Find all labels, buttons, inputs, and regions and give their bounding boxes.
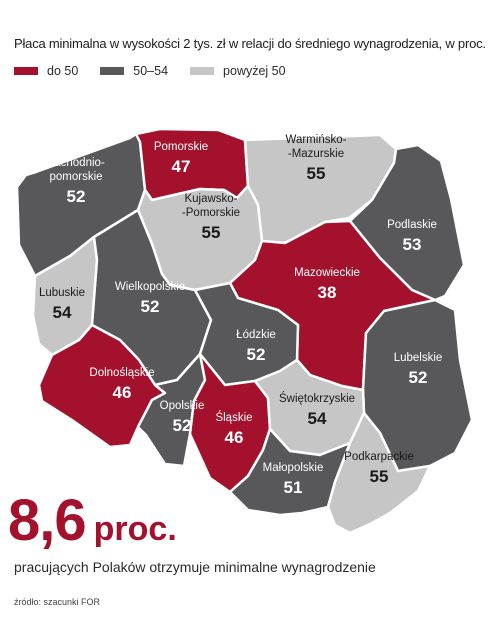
map-title: Płaca minimalna w wysokości 2 tys. zł w … bbox=[14, 36, 486, 51]
region-value-lubelskie: 52 bbox=[409, 368, 428, 387]
region-label-lubelskie: Lubelskie 52 bbox=[394, 352, 443, 387]
region-name-slaskie: Śląskie bbox=[215, 411, 252, 424]
region-name-warminsko-mazurskie: -Mazurskie bbox=[288, 148, 344, 160]
region-name-kujawsko-pomorskie: -Pomorskie bbox=[182, 207, 240, 219]
region-label-pomorskie: Pomorskie 47 bbox=[154, 141, 208, 176]
region-name-wielkopolskie: Wielkopolskie bbox=[115, 281, 185, 293]
legend-label-low: do 50 bbox=[47, 64, 79, 78]
region-value-malopolskie: 51 bbox=[284, 478, 303, 497]
legend-swatch-mid bbox=[100, 67, 125, 75]
region-name-kujawsko-pomorskie: Kujawsko- bbox=[184, 193, 237, 205]
region-name-malopolskie: Małopolskie bbox=[263, 462, 324, 474]
region-pomorskie bbox=[134, 127, 250, 202]
headline-number: 8,6 bbox=[8, 488, 87, 553]
legend-swatch-high bbox=[190, 67, 215, 75]
region-name-swietokrzyskie: Świętokrzyskie bbox=[279, 392, 355, 405]
region-name-pomorskie: Pomorskie bbox=[154, 141, 208, 153]
region-label-opolskie: Opolskie 52 bbox=[160, 400, 205, 435]
region-name-lodzkie: Łódzkie bbox=[236, 329, 276, 341]
region-name-opolskie: Opolskie bbox=[160, 400, 205, 412]
region-label-dolnoslaskie: Dolnośląskie 46 bbox=[89, 367, 154, 402]
legend-item-high: powyżej 50 bbox=[190, 64, 286, 78]
headline-unit: proc. bbox=[93, 510, 177, 548]
region-podkarpackie bbox=[326, 411, 432, 535]
region-malopolskie bbox=[228, 427, 352, 517]
region-value-podlaskie: 53 bbox=[403, 235, 422, 254]
region-label-zachodniopomorskie: Zachodnio-pomorskie 52 bbox=[47, 157, 105, 206]
region-label-kujawsko-pomorskie: Kujawsko- -Pomorskie 55 bbox=[182, 193, 240, 242]
region-value-lubuskie: 54 bbox=[53, 303, 72, 322]
region-value-pomorskie: 47 bbox=[172, 157, 191, 176]
region-label-malopolskie: Małopolskie 51 bbox=[263, 462, 324, 497]
region-name-mazowieckie: Mazowieckie bbox=[294, 267, 360, 279]
legend-swatch-low bbox=[14, 67, 38, 75]
region-label-wielkopolskie: Wielkopolskie 52 bbox=[115, 281, 185, 316]
region-label-slaskie: Śląskie 46 bbox=[215, 411, 252, 447]
region-name-zachodniopomorskie: Zachodnio- bbox=[47, 157, 105, 169]
source-note: źródło: szacunki FOR bbox=[14, 597, 101, 607]
region-value-opolskie: 52 bbox=[173, 416, 192, 435]
region-name-dolnoslaskie: Dolnośląskie bbox=[89, 367, 154, 379]
region-value-podkarpackie: 55 bbox=[370, 467, 389, 486]
region-label-mazowieckie: Mazowieckie 38 bbox=[294, 267, 360, 302]
region-name-warminsko-mazurskie: Warmińsko- bbox=[286, 134, 347, 146]
region-value-zachodniopomorskie: 52 bbox=[67, 187, 86, 206]
region-value-dolnoslaskie: 46 bbox=[113, 383, 132, 402]
region-label-lubuskie: Lubuskie 54 bbox=[39, 287, 85, 322]
region-label-lodzkie: Łódzkie 52 bbox=[236, 329, 276, 364]
region-value-slaskie: 46 bbox=[225, 428, 244, 447]
region-value-warminsko-mazurskie: 55 bbox=[307, 164, 326, 183]
region-label-podlaskie: Podlaskie 53 bbox=[387, 219, 437, 254]
region-label-podkarpackie: Podkarpackie 55 bbox=[344, 451, 414, 486]
legend-item-low: do 50 bbox=[14, 64, 78, 78]
region-name-zachodniopomorskie: pomorskie bbox=[49, 171, 102, 183]
region-value-lodzkie: 52 bbox=[247, 345, 266, 364]
headline: 8,6 proc. bbox=[8, 492, 177, 550]
region-value-kujawsko-pomorskie: 55 bbox=[202, 223, 221, 242]
region-value-mazowieckie: 38 bbox=[318, 283, 337, 302]
legend-item-mid: 50–54 bbox=[100, 64, 168, 78]
region-label-warminsko-mazurskie: Warmińsko- -Mazurskie 55 bbox=[286, 134, 347, 183]
region-value-wielkopolskie: 52 bbox=[141, 297, 160, 316]
region-label-swietokrzyskie: Świętokrzyskie 54 bbox=[279, 392, 355, 428]
region-name-podkarpackie: Podkarpackie bbox=[344, 451, 414, 463]
legend: do 50 50–54 powyżej 50 bbox=[14, 64, 308, 78]
region-value-swietokrzyskie: 54 bbox=[308, 409, 327, 428]
legend-label-high: powyżej 50 bbox=[223, 64, 286, 78]
legend-label-mid: 50–54 bbox=[133, 64, 169, 78]
headline-subtitle: pracujących Polaków otrzymuje minimalne … bbox=[14, 559, 376, 575]
region-name-podlaskie: Podlaskie bbox=[387, 219, 437, 231]
region-name-lubelskie: Lubelskie bbox=[394, 352, 443, 364]
region-name-lubuskie: Lubuskie bbox=[39, 287, 85, 299]
